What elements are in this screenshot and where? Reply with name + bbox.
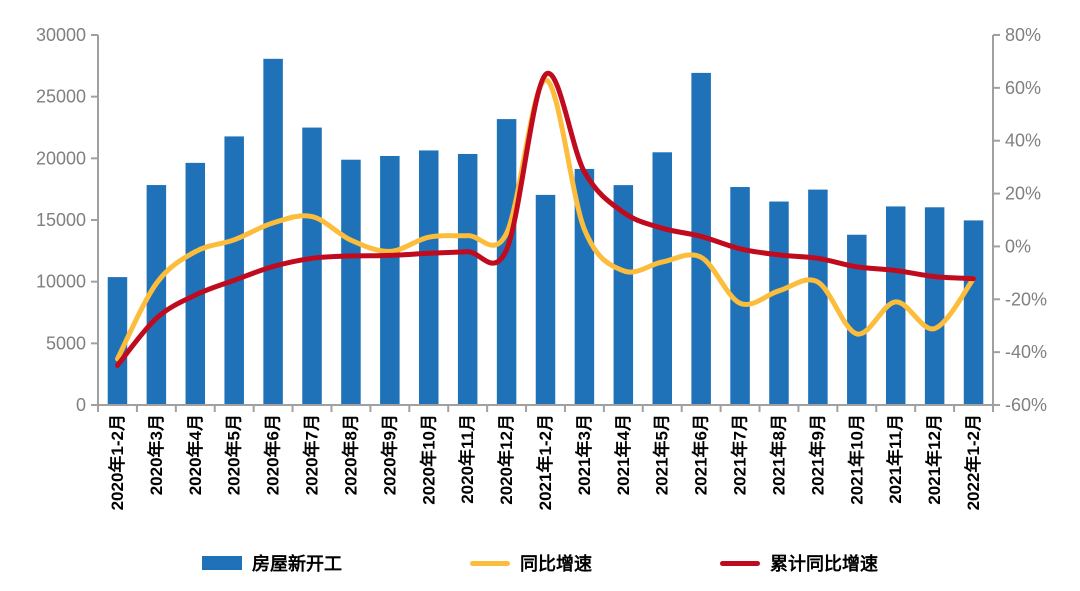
x-axis-label-2021年5月: 2021年5月 bbox=[652, 414, 672, 495]
bar-2021年9月 bbox=[808, 189, 828, 405]
yoy-line-swatch bbox=[470, 560, 510, 566]
chart-legend: 房屋新开工 同比增速 累计同比增速 bbox=[0, 548, 1080, 578]
y-axis-left-label: 20000 bbox=[36, 148, 86, 168]
x-axis-label-2021年12月: 2021年12月 bbox=[924, 414, 944, 505]
x-axis-label-2020年8月: 2020年8月 bbox=[340, 414, 360, 495]
legend-item-yoy-line: 同比增速 bbox=[470, 550, 592, 576]
legend-label-bar-series: 房屋新开工 bbox=[252, 554, 342, 574]
line-同比增速 bbox=[115, 77, 976, 362]
x-axis-label-2020年1-2月: 2020年1-2月 bbox=[107, 414, 127, 510]
legend-item-bar-series: 房屋新开工 bbox=[202, 550, 342, 576]
x-axis-label-2020年3月: 2020年3月 bbox=[146, 414, 166, 495]
bar-2020年10月 bbox=[419, 150, 439, 405]
x-axis-label-2020年12月: 2020年12月 bbox=[496, 414, 516, 505]
bar-2021年12月 bbox=[924, 207, 945, 405]
bar-2021年7月 bbox=[730, 187, 750, 405]
x-axis-label-2021年8月: 2021年8月 bbox=[768, 414, 788, 495]
y-axis-right-label: -20% bbox=[1005, 289, 1047, 309]
y-axis-left-label: 0 bbox=[76, 395, 86, 415]
bar-2020年5月 bbox=[224, 136, 244, 406]
y-axis-right-label: 0% bbox=[1005, 236, 1031, 256]
bar-2020年4月 bbox=[185, 162, 206, 405]
x-axis-label-2020年4月: 2020年4月 bbox=[185, 414, 205, 495]
bar-2020年9月 bbox=[380, 155, 400, 405]
bar-2021年10月 bbox=[847, 234, 867, 405]
y-axis-left-label: 25000 bbox=[36, 87, 86, 107]
x-axis-label-2020年10月: 2020年10月 bbox=[418, 414, 438, 505]
x-axis-label-2020年6月: 2020年6月 bbox=[263, 414, 283, 495]
y-axis-right-label: 80% bbox=[1005, 25, 1041, 45]
bar-2020年6月 bbox=[263, 58, 283, 405]
y-axis-left-label: 5000 bbox=[46, 333, 86, 353]
line-累计同比增速 bbox=[115, 70, 976, 368]
x-axis-label-2020年11月: 2020年11月 bbox=[457, 414, 477, 504]
y-axis-left-label: 30000 bbox=[36, 25, 86, 45]
x-axis-label-2021年11月: 2021年11月 bbox=[885, 414, 905, 504]
x-axis-label-2021年9月: 2021年9月 bbox=[807, 414, 827, 495]
bar-2021年4月 bbox=[613, 185, 634, 405]
x-axis-label-2021年6月: 2021年6月 bbox=[691, 414, 711, 495]
bar-2021年1-2月 bbox=[535, 194, 556, 405]
x-axis-label-2022年1-2月: 2022年1-2月 bbox=[963, 414, 983, 510]
bar-2020年8月 bbox=[341, 159, 361, 405]
legend-item-cumulative-line: 累计同比增速 bbox=[720, 550, 878, 576]
x-axis-label-2021年7月: 2021年7月 bbox=[730, 414, 750, 495]
bar-2020年12月 bbox=[496, 119, 517, 405]
bar-2020年3月 bbox=[146, 185, 167, 405]
bar-2021年3月 bbox=[574, 168, 595, 405]
y-axis-right-label: -60% bbox=[1005, 395, 1047, 415]
bar-2021年11月 bbox=[885, 206, 906, 405]
bar-2021年8月 bbox=[769, 201, 789, 405]
bar-2020年1-2月 bbox=[107, 277, 128, 405]
x-axis-label-2020年7月: 2020年7月 bbox=[302, 414, 322, 495]
legend-label-yoy-line: 同比增速 bbox=[520, 554, 592, 574]
x-axis-label-2021年3月: 2021年3月 bbox=[574, 414, 594, 495]
y-axis-left-label: 15000 bbox=[36, 210, 86, 230]
x-axis-label-2021年1-2月: 2021年1-2月 bbox=[535, 414, 555, 510]
bar-2022年1-2月 bbox=[963, 220, 984, 405]
bar-2020年11月 bbox=[457, 153, 478, 405]
y-axis-right-label: -40% bbox=[1005, 342, 1047, 362]
x-axis-label-2020年9月: 2020年9月 bbox=[379, 414, 399, 495]
bar-2020年7月 bbox=[302, 127, 322, 405]
y-axis-right-label: 40% bbox=[1005, 131, 1041, 151]
y-axis-right-label: 60% bbox=[1005, 78, 1041, 98]
x-axis-label-2021年10月: 2021年10月 bbox=[846, 414, 866, 505]
x-axis-label-2020年5月: 2020年5月 bbox=[224, 414, 244, 495]
cumulative-line-swatch bbox=[720, 560, 760, 566]
y-axis-right-label: 20% bbox=[1005, 184, 1041, 204]
x-axis-label-2021年4月: 2021年4月 bbox=[613, 414, 633, 495]
y-axis-left-label: 10000 bbox=[36, 272, 86, 292]
legend-label-cumulative-line: 累计同比增速 bbox=[770, 554, 878, 574]
bar-series-swatch bbox=[202, 556, 242, 570]
bar-2021年5月 bbox=[652, 152, 672, 405]
